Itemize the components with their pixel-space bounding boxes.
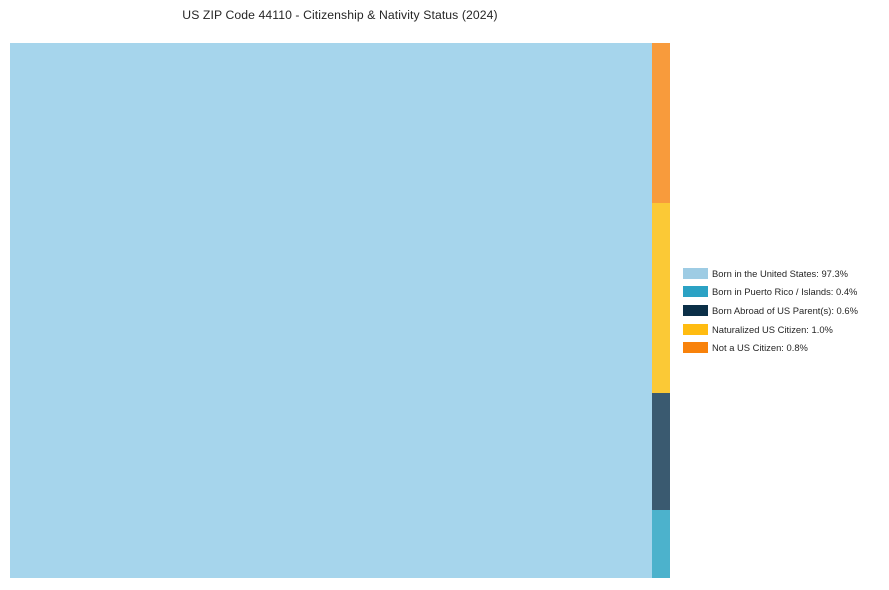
legend-item-born-abroad-of-us-parents[interactable]: Born Abroad of US Parent(s): 0.6% [683,301,883,320]
legend-item-label: Not a US Citizen: 0.8% [712,342,808,354]
legend-swatch-icon [683,286,708,298]
legend-swatch-icon [683,323,708,335]
treemap-plot-area: Born in the United States: 97.3%Not a US… [10,43,670,578]
page-title: US ZIP Code 44110 - Citizenship & Nativi… [182,8,498,22]
legend-item-born-in-puerto-rico-islands[interactable]: Born in Puerto Rico / Islands: 0.4% [683,283,883,302]
legend-item-label: Naturalized US Citizen: 1.0% [712,323,833,335]
legend-swatch-icon [683,304,708,316]
legend-item-label: Born in Puerto Rico / Islands: 0.4% [712,286,858,298]
legend-swatch-icon [683,342,708,354]
treemap-tile[interactable]: Not a US Citizen: 0.8% [652,43,670,203]
legend-item-born-in-the-united-states[interactable]: Born in the United States: 97.3% [683,264,883,283]
legend-item-label: Born Abroad of US Parent(s): 0.6% [712,304,858,316]
treemap-tile[interactable]: Born in Puerto Rico / Islands: 0.4% [652,510,670,578]
legend-swatch-icon [683,267,708,279]
legend-item-label: Born in the United States: 97.3% [712,267,849,279]
treemap-tile[interactable]: Born in the United States: 97.3% [10,43,652,578]
treemap-tile[interactable]: Born Abroad of US Parent(s): 0.6% [652,393,670,510]
treemap-tile[interactable]: Naturalized US Citizen: 1.0% [652,203,670,393]
legend: Born in the United States: 97.3% Born in … [683,264,883,357]
legend-item-naturalized-us-citizen[interactable]: Naturalized US Citizen: 1.0% [683,320,883,339]
legend-item-not-a-us-citizen[interactable]: Not a US Citizen: 0.8% [683,338,883,357]
